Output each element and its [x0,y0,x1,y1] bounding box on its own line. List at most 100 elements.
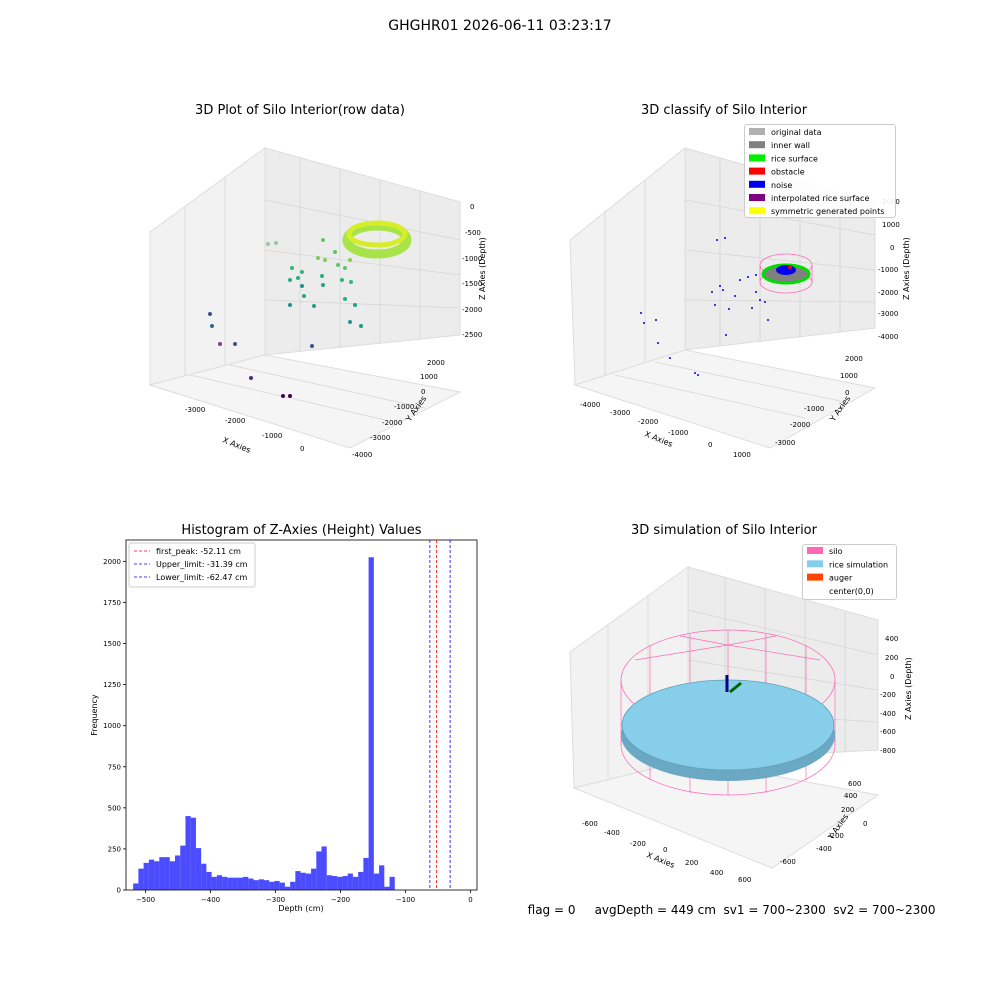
histogram-legend-label: Lower_limit: -62.47 cm [156,573,248,582]
histogram-ytick-label: 500 [108,804,121,812]
legend-label: rice simulation [829,560,888,569]
flag-value: flag = 0 [527,903,576,917]
sim3d-xlabel: X Axies [645,851,676,870]
legend-swatch [749,180,765,188]
legend-swatch [749,194,765,201]
histogram-bar [143,862,149,890]
legend-label: interpolated rice surface [771,194,869,203]
histogram-bar [190,817,196,890]
sim3d-ztick: -600 [880,728,896,736]
histogram-bar [368,557,374,890]
classify3d-xtick: -4000 [580,401,600,409]
raw3d-ztick: -1000 [462,255,482,263]
histogram-bar [331,876,338,890]
histogram-legend-label: Upper_limit: -31.39 cm [156,560,248,569]
sim3d-zlabel: Z Axies (Depth) [904,657,913,720]
histogram-title: Histogram of Z-Axies (Height) Values [181,523,422,538]
histogram-bar [253,880,259,890]
raw3d-xlabel: X Axies [221,436,252,455]
legend-swatch [807,573,823,581]
classify3d-ytick: -3000 [775,439,795,447]
raw3d-ztick: 0 [470,203,474,211]
histogram-bar [175,855,181,890]
histogram-ytick-label: 1000 [103,722,121,730]
classify3d-xtick: 1000 [733,451,751,459]
histogram-bar [169,861,176,890]
histogram-bar [227,877,233,890]
legend-label: rice surface [771,154,818,163]
histogram-xticks: −500 −400 −300 −200 −100 0 [136,890,473,904]
sim3d-zticks: 400 200 0 -200 -400 -600 -800 [880,635,898,755]
histogram-ytick-label: 1250 [103,681,121,689]
histogram-ytick-label: 0 [117,887,121,895]
histogram-bar [342,876,348,890]
histogram-bar [295,871,301,890]
histogram-legend-label: first_peak: -52.11 cm [156,547,241,556]
histogram-bar [216,875,223,890]
classify3d-ztick: 1000 [882,221,900,229]
sim3d-ytick: -600 [780,858,796,866]
histogram-legend: first_peak: -52.11 cm Upper_limit: -31.39… [128,542,256,588]
raw3d-grid [184,158,461,421]
raw3d-zticks: 0 -500 -1000 -1500 -2000 -2500 [462,203,482,339]
sim3d-ytick: -200 [828,832,844,840]
classify3d-ztick: -4000 [878,333,898,341]
raw3d-ytick: -2000 [382,419,402,427]
legend-swatch [807,547,823,554]
histogram-bar [347,873,353,890]
histogram-bar [379,865,385,890]
legend-swatch [749,128,765,135]
raw3d-points [208,238,363,398]
sim3d-ztick: 0 [890,673,894,681]
histogram-bar [269,881,275,890]
sim3d-xtick: -200 [630,840,646,848]
raw3d-ytick: 0 [421,388,425,396]
histogram-bar [284,886,291,890]
sim3d-auger-icon [725,675,742,694]
sim3d-ytick: 200 [841,806,854,814]
histogram-bar [222,876,228,890]
histogram-bar [373,873,380,890]
histogram-bar [274,880,280,890]
legend-label: noise [771,181,792,190]
classify3d-xtick: -1000 [668,429,688,437]
sim3d-ytick: -400 [816,845,832,853]
histogram-bar [358,871,364,890]
raw3d-xtick: -3000 [185,406,205,414]
classify3d-ztick: -2000 [878,289,898,297]
histogram-bars [133,557,395,890]
legend-swatch [749,141,765,149]
raw3d-ztick: -1500 [462,280,482,288]
histogram-bar [133,883,139,890]
classify3d-legend-entries: original data inner wall rice surface obsta… [749,128,884,216]
classify3d-xticks: -4000 -3000 -2000 -1000 0 1000 [580,401,751,459]
histogram-ytick-label: 750 [108,763,121,771]
figure-title: GHGHR01 2026-06-11 03:23:17 [388,18,612,34]
histogram-bar [363,857,369,890]
histogram-bar [311,868,317,890]
raw3d-zlabel: Z Axies (Depth) [478,237,487,300]
histogram-ytick-label: 1500 [103,640,121,648]
histogram-chart: −500 −400 −300 −200 −100 0 0 250 500 750 1000 1250… [90,539,478,913]
classify3d-legend [744,124,896,218]
classify3d-ytick: 1000 [840,372,858,380]
histogram-ytick-label: 2000 [103,558,121,566]
classify3d-ytick: 0 [845,389,849,397]
raw3d-ztick: -500 [465,229,481,237]
classify3d-zticks: 2000 1000 0 -1000 -2000 -3000 -4000 [878,198,900,341]
raw3d-ytick: 1000 [420,373,438,381]
legend-label: center(0,0) [829,587,874,596]
sim3d-ztick: -200 [880,691,896,699]
classify3d-xtick: -2000 [638,418,658,426]
classify3d-yticks: -3000 -2000 -1000 0 1000 2000 [775,355,863,447]
classify3d-ytick: 2000 [845,355,863,363]
legend-swatch [749,154,765,162]
legend-swatch [807,560,823,568]
histogram-bar [290,881,296,890]
histogram-xtick-label: −500 [136,896,155,904]
raw3d-ztick: -2500 [462,331,482,339]
histogram-bar [154,861,160,890]
histogram-bar [185,816,191,890]
classify3d-noise [640,237,769,376]
sv1-value: sv1 = 700~2300 [723,903,826,917]
